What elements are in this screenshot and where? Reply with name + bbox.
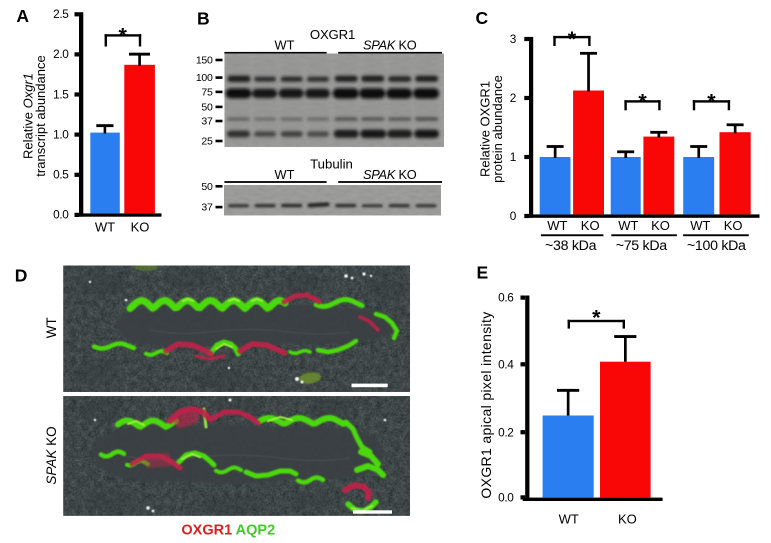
svg-text:1.5: 1.5	[53, 87, 69, 101]
svg-text:WT: WT	[690, 218, 710, 233]
svg-text:37: 37	[201, 202, 213, 214]
svg-text:2.5: 2.5	[53, 7, 69, 21]
svg-text:~100 kDa: ~100 kDa	[687, 238, 746, 254]
svg-text:0.6: 0.6	[498, 291, 514, 305]
svg-text:50: 50	[201, 102, 213, 114]
svg-text:75: 75	[201, 87, 213, 99]
svg-text:A: A	[16, 6, 29, 26]
svg-text:*: *	[568, 27, 577, 51]
svg-text:KO: KO	[581, 218, 600, 233]
svg-text:*: *	[638, 89, 647, 113]
svg-text:150: 150	[196, 55, 213, 67]
svg-text:0.0: 0.0	[498, 491, 514, 505]
svg-text:WT: WT	[44, 317, 59, 338]
svg-text:WT: WT	[275, 38, 295, 53]
svg-text:Relative OXGR1: Relative OXGR1	[478, 81, 493, 177]
svg-text:~75 kDa: ~75 kDa	[616, 238, 668, 254]
svg-text:OXGR1 AQP2: OXGR1 AQP2	[181, 523, 275, 539]
svg-text:SPAK KO: SPAK KO	[363, 167, 417, 182]
svg-text:D: D	[15, 266, 28, 286]
svg-text:~38 kDa: ~38 kDa	[545, 238, 597, 254]
svg-text:OXGR1: OXGR1	[310, 27, 355, 42]
svg-text:WT: WT	[275, 167, 295, 182]
svg-text:2: 2	[510, 91, 516, 105]
svg-text:3: 3	[510, 32, 517, 46]
svg-text:Relative Oxgr1: Relative Oxgr1	[21, 73, 36, 159]
svg-text:C: C	[476, 8, 489, 28]
svg-text:OXGR1 apical pixel intensity: OXGR1 apical pixel intensity	[478, 311, 494, 498]
svg-text:Tubulin: Tubulin	[310, 156, 353, 171]
svg-text:2.0: 2.0	[53, 47, 69, 61]
svg-text:WT: WT	[559, 512, 579, 527]
svg-text:transcript abundance: transcript abundance	[33, 55, 48, 176]
svg-text:*: *	[592, 306, 601, 330]
svg-text:25: 25	[201, 136, 213, 148]
svg-text:*: *	[119, 24, 128, 48]
svg-text:E: E	[477, 262, 489, 282]
svg-text:KO: KO	[618, 512, 637, 527]
svg-text:100: 100	[196, 72, 213, 84]
svg-text:0.5: 0.5	[53, 168, 69, 182]
svg-text:WT: WT	[547, 218, 567, 233]
svg-text:0: 0	[510, 209, 517, 223]
svg-text:*: *	[707, 89, 716, 113]
svg-text:KO: KO	[651, 218, 670, 233]
svg-text:WT: WT	[95, 219, 115, 234]
svg-text:SPAK KO: SPAK KO	[44, 426, 59, 484]
svg-text:B: B	[197, 8, 210, 28]
svg-text:37: 37	[201, 116, 213, 128]
svg-text:0.4: 0.4	[498, 357, 514, 371]
svg-text:0.0: 0.0	[53, 208, 69, 222]
svg-text:WT: WT	[618, 218, 638, 233]
svg-text:50: 50	[201, 181, 213, 193]
svg-text:protein abundance: protein abundance	[490, 75, 505, 183]
svg-text:KO: KO	[131, 219, 150, 234]
svg-text:0.2: 0.2	[498, 425, 513, 439]
svg-text:1.0: 1.0	[53, 127, 69, 141]
svg-text:SPAK KO: SPAK KO	[363, 38, 417, 53]
svg-text:1: 1	[510, 150, 516, 164]
svg-text:KO: KO	[724, 218, 743, 233]
